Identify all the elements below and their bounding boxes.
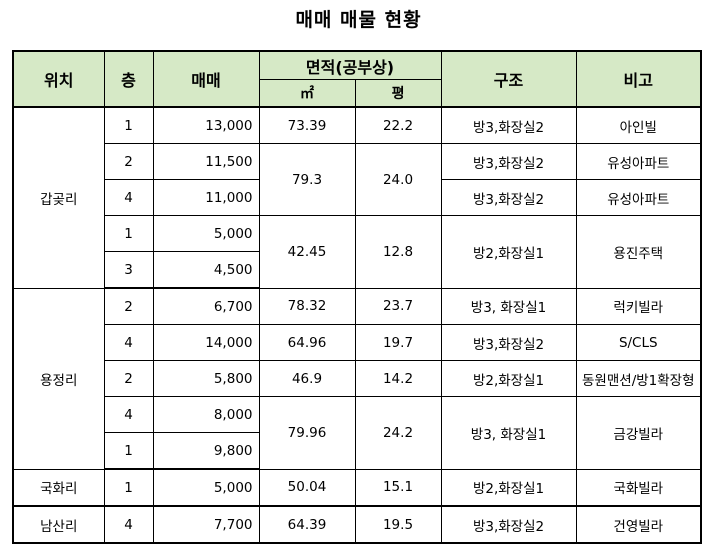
structure-cell: 방3,화장실2: [440, 143, 577, 180]
header-area: 면적(공부상): [258, 50, 442, 80]
sqm-cell: 46.9: [258, 360, 356, 397]
floor-cell: 1: [103, 106, 154, 144]
remark-cell: 아인빌: [575, 106, 702, 144]
header-area-pyeong: 평: [354, 79, 442, 108]
header-location: 위치: [12, 50, 105, 108]
price-cell: 5,000: [152, 468, 260, 507]
sqm-cell: 50.04: [258, 468, 356, 507]
pyeong-cell: 24.2: [354, 396, 442, 470]
pyeong-cell: 14.2: [354, 360, 442, 397]
location-cell: 국화리: [12, 468, 105, 507]
table-row: 1 9,800: [13, 432, 701, 470]
pyeong-cell: 19.5: [354, 505, 442, 544]
remark-cell: 유성아파트: [575, 143, 702, 180]
floor-cell: 2: [103, 287, 154, 325]
sqm-cell: 73.39: [258, 106, 356, 144]
sqm-cell: 79.96: [258, 396, 356, 470]
sqm-cell: 78.32: [258, 287, 356, 325]
structure-cell: 방3,화장실2: [440, 324, 577, 361]
location-cell: 남산리: [12, 505, 105, 544]
pyeong-cell: 23.7: [354, 287, 442, 325]
price-cell: 13,000: [152, 106, 260, 144]
floor-cell: 3: [103, 251, 154, 289]
listing-table: 위치 층 매매 면적(공부상) 구조 비고 ㎡ 평 갑곶리 1 13,000 7…: [12, 50, 703, 544]
header-remark: 비고: [575, 50, 702, 108]
table-row: 용정리 2 6,700 78.32 23.7 방3, 화장실1 럭키빌라: [12, 287, 702, 470]
pyeong-cell: 24.0: [354, 143, 442, 216]
table-row: 갑곶리 1 13,000 73.39 22.2 방3,화장실2 아인빌: [12, 106, 702, 289]
structure-cell: 방2,화장실1: [440, 360, 577, 397]
remark-cell: 유성아파트: [575, 179, 702, 216]
table-row: 2 5,800 46.9 14.2 방2,화장실1 동원맨션/방1확장형: [13, 360, 702, 397]
remark-cell: S/CLS: [575, 324, 702, 361]
page-title: 매매 매물 현황: [295, 9, 422, 31]
table-row: 1 5,000 42.45 12.8 방2,화장실1 용진주택: [13, 215, 702, 289]
price-cell: 11,000: [152, 179, 260, 216]
floor-cell: 1: [103, 432, 154, 470]
floor-cell: 4: [103, 324, 154, 361]
table-row: 3 4,500: [13, 251, 701, 289]
floor-cell: 2: [103, 143, 154, 180]
remark-cell: 용진주택: [575, 215, 702, 289]
pyeong-cell: 15.1: [354, 468, 442, 507]
remark-cell: 국화빌라: [575, 468, 702, 507]
floor-cell: 1: [103, 215, 154, 252]
remark-cell: 금강빌라: [575, 396, 702, 470]
table-row: 4 8,000 79.96 24.2 방3, 화장실1 금강빌라: [13, 396, 702, 470]
price-cell: 9,800: [152, 432, 260, 470]
price-cell: 8,000: [152, 396, 260, 433]
structure-cell: 방3,화장실2: [440, 106, 577, 144]
sqm-cell: 79.3: [258, 143, 356, 216]
structure-cell: 방3, 화장실1: [440, 287, 577, 325]
floor-cell: 4: [103, 505, 154, 544]
structure-cell: 방3,화장실2: [440, 505, 577, 544]
price-cell: 6,700: [152, 287, 260, 325]
price-cell: 11,500: [152, 143, 260, 180]
price-cell: 5,800: [152, 360, 260, 397]
pyeong-cell: 19.7: [354, 324, 442, 361]
structure-cell: 방2,화장실1: [440, 468, 577, 507]
sqm-cell: 42.45: [258, 215, 356, 289]
table-row: 국화리 1 5,000 50.04 15.1 방2,화장실1 국화빌라: [12, 468, 702, 507]
location-cell: 갑곶리: [12, 106, 105, 289]
table-row: 남산리 4 7,700 64.39 19.5 방3,화장실2 건영빌라: [12, 505, 702, 544]
floor-cell: 2: [103, 360, 154, 397]
remark-cell: 동원맨션/방1확장형: [575, 360, 702, 397]
structure-cell: 방3,화장실2: [440, 179, 577, 216]
price-cell: 7,700: [152, 505, 260, 544]
sqm-cell: 64.39: [258, 505, 356, 544]
header-floor: 층: [103, 50, 154, 108]
price-cell: 5,000: [152, 215, 260, 252]
remark-cell: 럭키빌라: [575, 287, 702, 325]
structure-cell: 방3, 화장실1: [440, 396, 577, 470]
pyeong-cell: 22.2: [354, 106, 442, 144]
price-cell: 4,500: [152, 251, 260, 289]
header-price: 매매: [152, 50, 260, 108]
floor-cell: 4: [103, 396, 154, 433]
header-area-sqm: ㎡: [258, 79, 356, 108]
remark-cell: 건영빌라: [575, 505, 702, 544]
pyeong-cell: 12.8: [354, 215, 442, 289]
floor-cell: 4: [103, 179, 154, 216]
table-row: 2 11,500 79.3 24.0 방3,화장실2 유성아파트: [13, 143, 702, 216]
table-row: 4 14,000 64.96 19.7 방3,화장실2 S/CLS: [13, 324, 702, 361]
price-cell: 14,000: [152, 324, 260, 361]
sqm-cell: 64.96: [258, 324, 356, 361]
header-structure: 구조: [440, 50, 577, 108]
table-row: 4 11,000 방3,화장실2 유성아파트: [13, 179, 702, 216]
floor-cell: 1: [103, 468, 154, 507]
structure-cell: 방2,화장실1: [440, 215, 577, 289]
location-cell: 용정리: [12, 287, 105, 470]
